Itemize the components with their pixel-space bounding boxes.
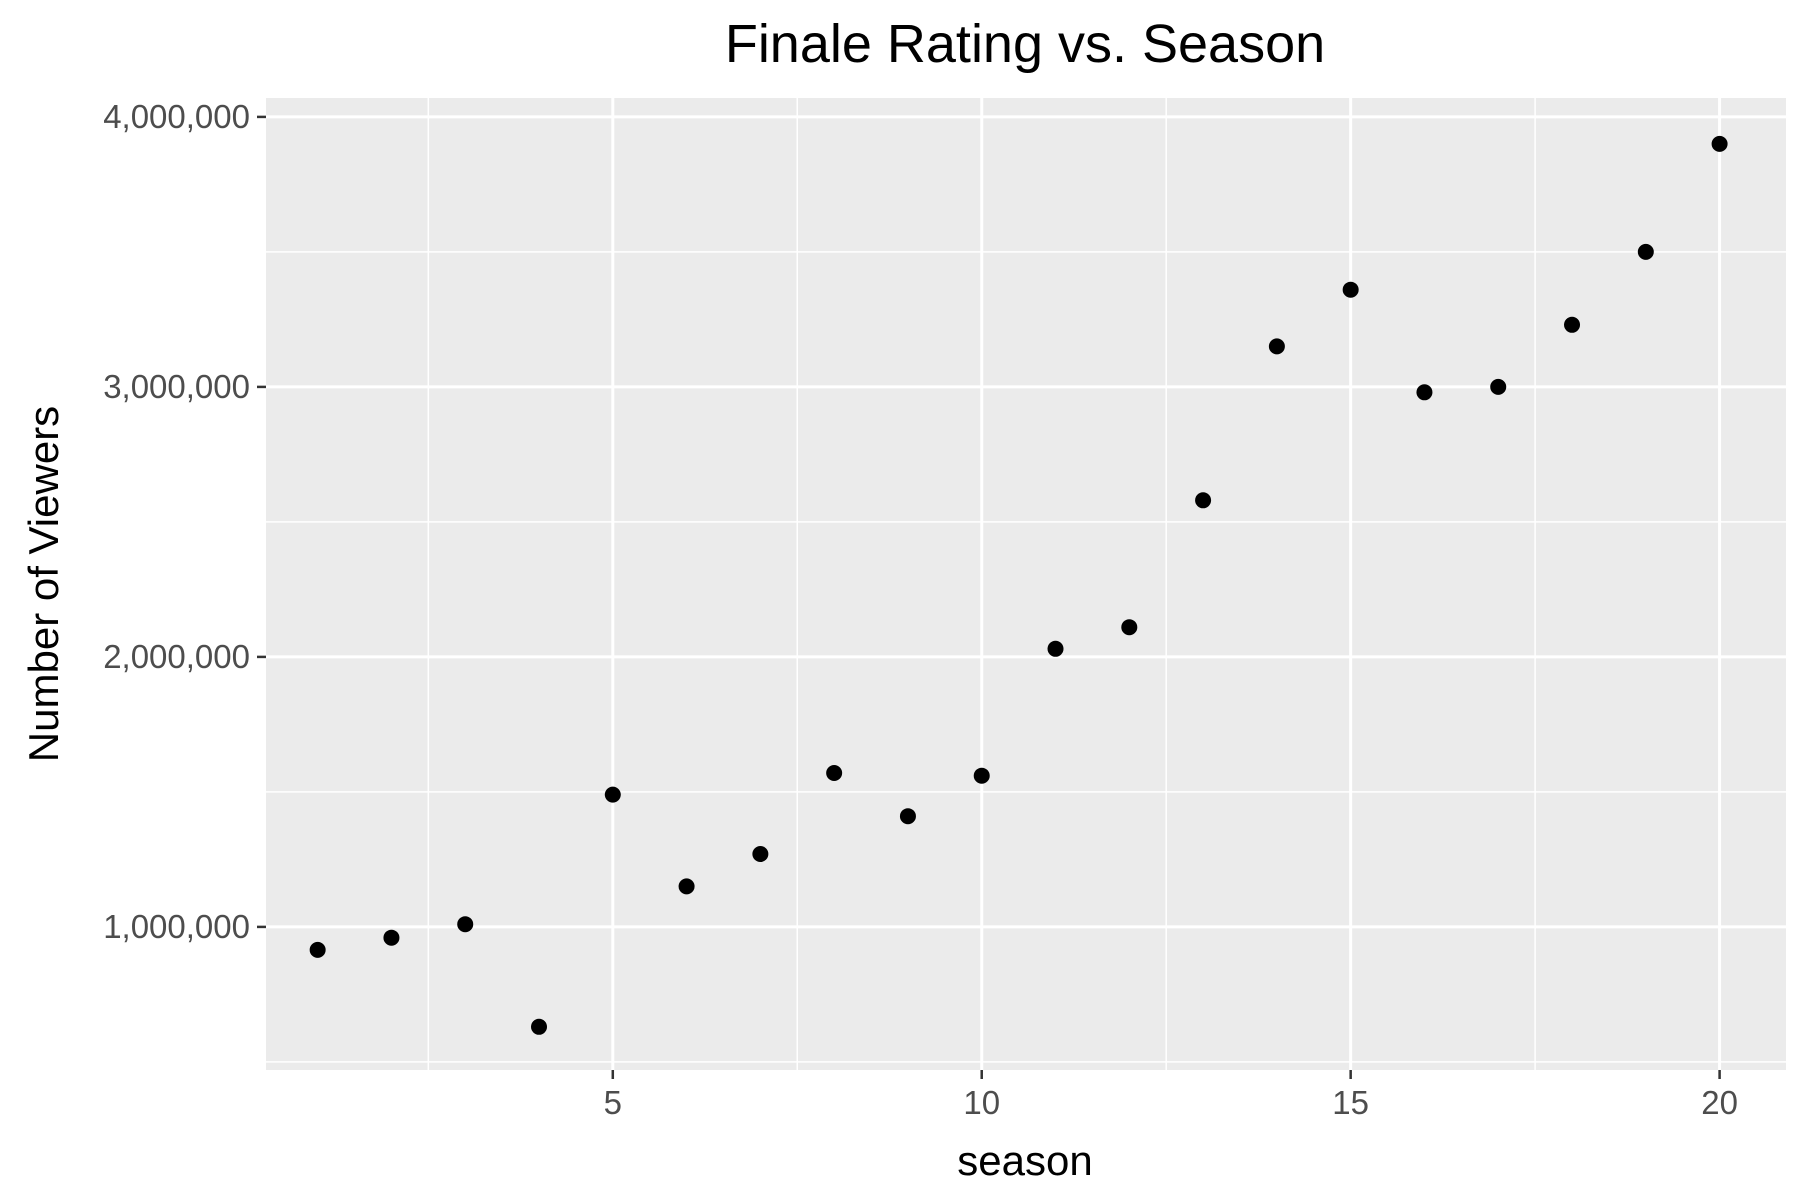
data-point: [309, 941, 326, 958]
data-points: [309, 135, 1728, 1035]
data-point: [678, 878, 695, 895]
axis-ticks: 5 10 15 20 1,000,000 2,000,000 3,000,000 4,000,…: [103, 98, 1738, 1121]
data-point: [1121, 619, 1138, 636]
y-tick-label: 3,000,000: [103, 368, 250, 405]
data-point: [1047, 640, 1064, 657]
data-point: [1195, 492, 1212, 509]
data-point: [604, 786, 621, 803]
data-point: [752, 846, 769, 862]
data-point: [1564, 316, 1581, 333]
data-point: [899, 808, 916, 825]
minor-gridlines: [266, 98, 1786, 1070]
major-gridlines: [266, 98, 1786, 1070]
data-point: [1416, 384, 1433, 401]
data-point: [973, 767, 990, 784]
data-point: [1490, 378, 1507, 395]
data-point: [531, 1018, 548, 1035]
chart-title: Finale Rating vs. Season: [725, 14, 1325, 74]
x-tick-label: 15: [1332, 1084, 1369, 1121]
data-point: [1637, 243, 1654, 260]
x-tick-label: 20: [1701, 1084, 1738, 1121]
x-axis-title: season: [957, 1137, 1092, 1184]
y-tick-label: 1,000,000: [103, 908, 250, 945]
data-point: [383, 929, 400, 946]
plot-panel: [266, 98, 1786, 1070]
y-tick-label: 2,000,000: [103, 638, 250, 675]
data-point: [1342, 281, 1359, 298]
y-axis-title: Number of Viewers: [20, 406, 67, 762]
y-tick-label: 4,000,000: [103, 98, 250, 135]
data-point: [826, 765, 843, 781]
data-point: [1268, 338, 1285, 355]
x-tick-label: 10: [963, 1084, 1000, 1121]
x-tick-label: 5: [604, 1084, 622, 1121]
data-point: [457, 916, 474, 933]
data-point: [1711, 135, 1728, 152]
